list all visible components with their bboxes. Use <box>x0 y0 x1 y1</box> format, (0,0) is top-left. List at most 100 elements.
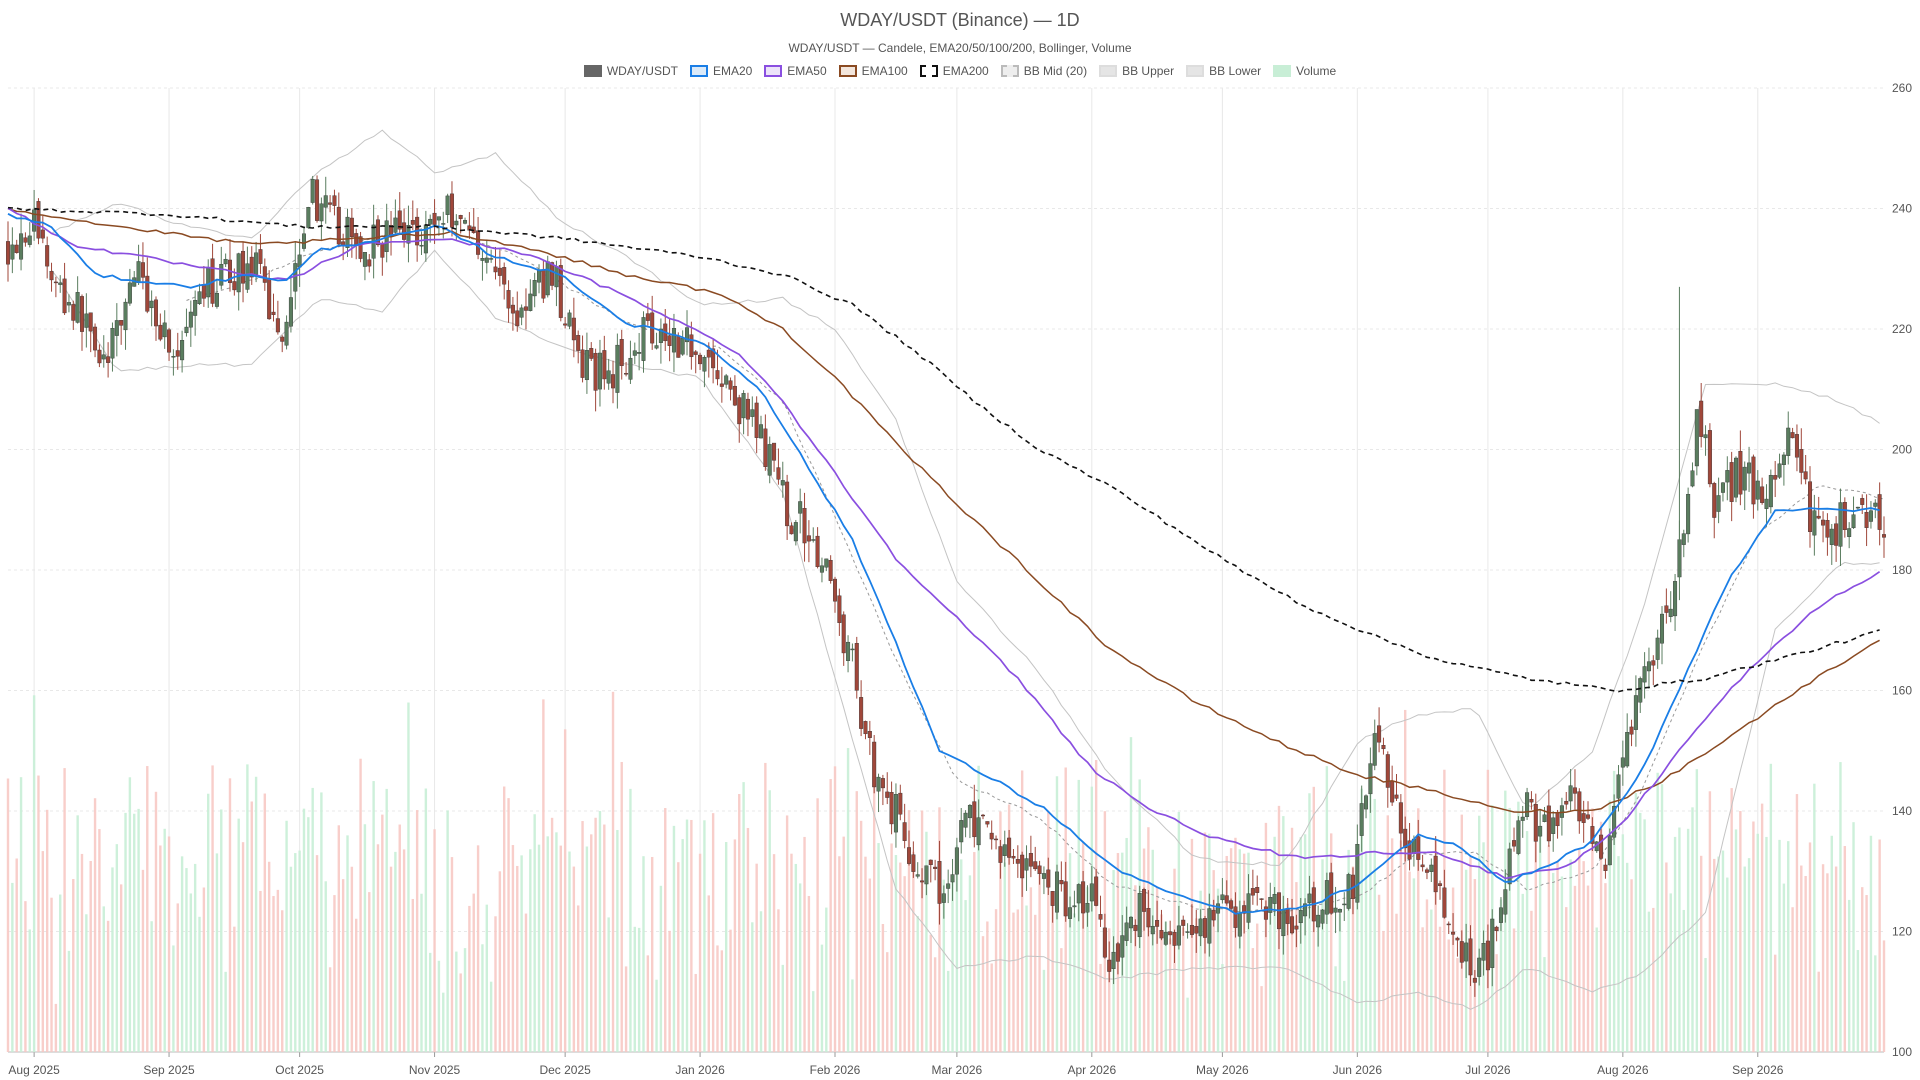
candle-body <box>1464 942 1469 962</box>
candle-body <box>258 249 263 264</box>
volume-bar <box>833 766 837 1052</box>
volume-bar <box>942 879 946 1052</box>
legend-item[interactable]: EMA200 <box>919 64 989 78</box>
candle-body <box>1433 855 1438 893</box>
candle-body <box>1076 884 1081 904</box>
legend-item[interactable]: EMA100 <box>838 64 908 78</box>
volume-bar <box>1726 877 1729 1052</box>
volume-bar <box>1669 893 1672 1052</box>
legend-item[interactable]: WDAY/USDT <box>583 64 678 78</box>
x-tick-label: Sep 2025 <box>143 1063 195 1077</box>
volume-bar <box>1573 885 1577 1052</box>
legend-item[interactable]: Volume <box>1273 64 1336 78</box>
legend-item[interactable]: BB Upper <box>1099 64 1174 78</box>
volume-bar <box>1108 928 1111 1052</box>
volume-bar <box>24 901 27 1052</box>
volume-bar <box>1417 808 1420 1052</box>
candle-body <box>441 223 446 225</box>
candle-body <box>1498 907 1503 923</box>
volume-bar <box>202 887 206 1052</box>
volume-bar <box>307 817 310 1052</box>
candle-body <box>893 794 898 833</box>
volume-bar <box>1390 838 1394 1052</box>
volume-bar <box>999 811 1002 1052</box>
volume-bar <box>1843 846 1847 1052</box>
legend-item[interactable]: BB Mid (20) <box>1000 64 1087 78</box>
volume-bar <box>37 775 40 1052</box>
volume-bar <box>542 699 545 1052</box>
candle-body <box>859 697 864 729</box>
candle-body <box>1242 905 1247 914</box>
volume-bar <box>167 836 171 1052</box>
volume-bar <box>285 820 288 1052</box>
candle-body <box>23 237 28 243</box>
candle-body <box>58 282 63 285</box>
candle-body <box>1346 874 1351 909</box>
volume-bar <box>563 729 567 1052</box>
volume-bar <box>1643 819 1646 1052</box>
volume-bar <box>1256 923 1259 1052</box>
volume-bar <box>1734 829 1738 1052</box>
volume-bar <box>816 798 819 1052</box>
candle-body <box>1625 732 1630 767</box>
candle-body <box>1068 907 1073 919</box>
candle-body <box>537 270 542 283</box>
candle-body <box>1329 872 1334 914</box>
volume-bar <box>341 879 345 1052</box>
volume-bar <box>859 820 863 1052</box>
candle-body <box>245 263 250 290</box>
candle-body <box>1381 745 1386 750</box>
candle-body <box>1429 864 1434 872</box>
volume-bar <box>1425 899 1429 1052</box>
candle-body <box>1507 848 1512 885</box>
volume-bar <box>1591 808 1594 1052</box>
volume-bar <box>1356 860 1359 1052</box>
candle-body <box>1124 922 1129 941</box>
volume-bar <box>98 829 101 1052</box>
candle-body <box>1255 887 1260 893</box>
candle-body <box>497 267 502 276</box>
candle-body <box>1394 794 1399 799</box>
legend-item[interactable]: EMA20 <box>689 64 752 78</box>
volume-bar <box>63 768 66 1052</box>
x-tick-label: Oct 2025 <box>275 1063 324 1077</box>
candle-body <box>1868 510 1873 522</box>
candle-body <box>1520 816 1525 821</box>
volume-bar <box>637 927 641 1052</box>
candle-body <box>1189 924 1194 935</box>
volume-bar <box>311 787 314 1052</box>
candle-body <box>1825 520 1830 538</box>
candle-body <box>889 792 894 825</box>
legend-item[interactable]: EMA50 <box>764 64 827 78</box>
candle-body <box>1468 938 1473 976</box>
volume-bar <box>111 867 114 1052</box>
candle-body <box>907 847 912 864</box>
volume-bar <box>1051 900 1054 1052</box>
candle-body <box>480 258 485 261</box>
candle-body <box>319 203 324 222</box>
legend-swatch <box>919 65 938 77</box>
volume-bar <box>1330 833 1333 1052</box>
legend-label: BB Upper <box>1122 64 1175 78</box>
volume-bar <box>1434 838 1437 1052</box>
legend-item[interactable]: BB Lower <box>1186 64 1261 78</box>
candle-body <box>637 352 642 354</box>
volume-bar <box>1713 858 1716 1052</box>
candle-body <box>1503 889 1508 915</box>
candle-body <box>336 206 341 245</box>
candle-body <box>628 357 633 380</box>
candle-body <box>1063 881 1068 917</box>
volume-bar <box>1856 950 1860 1052</box>
volume-bar <box>1408 871 1411 1052</box>
volume-bar <box>28 929 31 1052</box>
volume-bar <box>76 815 79 1052</box>
volume-bar <box>315 855 319 1052</box>
candle-body <box>1603 864 1608 871</box>
volume-bar <box>59 894 62 1052</box>
volume-bar <box>1861 887 1864 1052</box>
bb-lower-line <box>51 249 1880 1010</box>
volume-bar <box>1308 793 1311 1052</box>
candle-body <box>1259 898 1264 900</box>
candle-body <box>1011 855 1016 859</box>
volume-bar <box>1617 856 1620 1052</box>
